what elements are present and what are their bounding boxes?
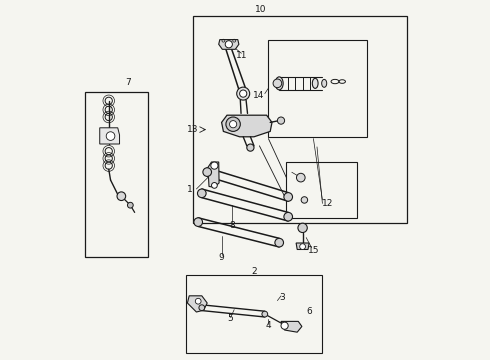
Text: 2: 2 (251, 267, 257, 276)
Circle shape (298, 223, 307, 233)
Circle shape (225, 41, 232, 48)
Text: 8: 8 (229, 220, 235, 230)
Text: 3: 3 (279, 292, 285, 302)
Circle shape (284, 193, 293, 201)
Text: 1: 1 (187, 185, 193, 194)
Polygon shape (296, 243, 309, 249)
Circle shape (237, 87, 250, 100)
Text: 7: 7 (125, 78, 131, 87)
Bar (193, 16, 407, 223)
Text: 5: 5 (228, 314, 233, 323)
Text: 14: 14 (253, 91, 265, 100)
Circle shape (226, 117, 240, 131)
Circle shape (127, 202, 133, 208)
Circle shape (197, 189, 206, 198)
Circle shape (300, 244, 305, 249)
Circle shape (211, 162, 218, 169)
Circle shape (247, 144, 254, 151)
Circle shape (284, 212, 293, 221)
Polygon shape (100, 128, 120, 144)
Polygon shape (219, 40, 239, 49)
Text: 10: 10 (255, 5, 267, 14)
Circle shape (262, 311, 268, 317)
Text: 12: 12 (322, 199, 334, 208)
Circle shape (277, 117, 285, 124)
Ellipse shape (312, 78, 318, 89)
Bar (286, 162, 357, 218)
Ellipse shape (321, 80, 327, 87)
Circle shape (117, 192, 125, 201)
Circle shape (196, 298, 201, 304)
Text: 11: 11 (236, 51, 247, 60)
Circle shape (229, 121, 237, 128)
Circle shape (273, 79, 282, 88)
Text: 13: 13 (187, 125, 198, 134)
Circle shape (194, 218, 202, 226)
Text: 6: 6 (306, 307, 312, 316)
Circle shape (199, 305, 205, 311)
Polygon shape (221, 115, 272, 137)
Circle shape (275, 238, 284, 247)
Polygon shape (281, 321, 302, 332)
Text: 4: 4 (266, 321, 271, 330)
Circle shape (240, 90, 247, 97)
Bar (85, 92, 148, 257)
Circle shape (281, 322, 288, 329)
Circle shape (296, 173, 305, 182)
Text: 15: 15 (308, 246, 319, 255)
Circle shape (301, 197, 308, 203)
Polygon shape (187, 296, 207, 312)
Circle shape (203, 168, 212, 176)
Polygon shape (208, 162, 219, 187)
Ellipse shape (275, 77, 283, 90)
Bar (269, 40, 368, 137)
Bar (186, 275, 322, 353)
Circle shape (212, 183, 217, 188)
Text: 9: 9 (219, 253, 224, 262)
Circle shape (106, 132, 115, 140)
